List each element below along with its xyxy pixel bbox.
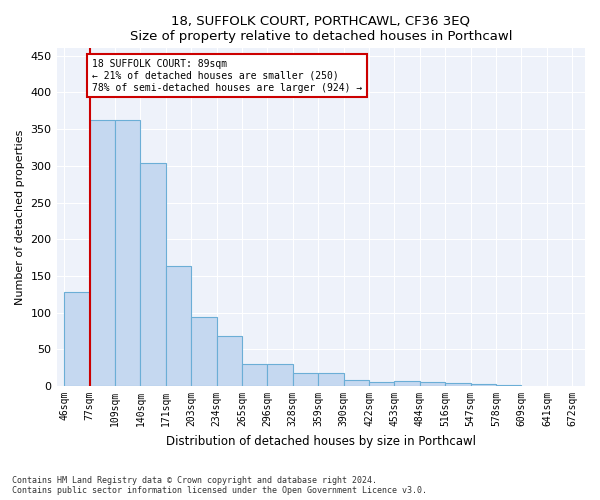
Title: 18, SUFFOLK COURT, PORTHCAWL, CF36 3EQ
Size of property relative to detached hou: 18, SUFFOLK COURT, PORTHCAWL, CF36 3EQ S…	[130, 15, 512, 43]
Bar	[217, 336, 242, 386]
Bar	[369, 382, 394, 386]
X-axis label: Distribution of detached houses by size in Porthcawl: Distribution of detached houses by size …	[166, 434, 476, 448]
Bar	[420, 382, 445, 386]
Bar	[344, 380, 369, 386]
Bar	[191, 317, 217, 386]
Bar	[140, 163, 166, 386]
Bar	[394, 381, 420, 386]
Bar	[496, 384, 521, 386]
Y-axis label: Number of detached properties: Number of detached properties	[15, 130, 25, 305]
Bar	[89, 120, 115, 386]
Bar	[166, 266, 191, 386]
Bar	[64, 292, 89, 386]
Bar	[293, 373, 318, 386]
Bar	[242, 364, 268, 386]
Text: 18 SUFFOLK COURT: 89sqm
← 21% of detached houses are smaller (250)
78% of semi-d: 18 SUFFOLK COURT: 89sqm ← 21% of detache…	[92, 60, 362, 92]
Bar	[268, 364, 293, 386]
Text: Contains HM Land Registry data © Crown copyright and database right 2024.
Contai: Contains HM Land Registry data © Crown c…	[12, 476, 427, 495]
Bar	[318, 373, 344, 386]
Bar	[445, 383, 470, 386]
Bar	[115, 120, 140, 386]
Bar	[470, 384, 496, 386]
